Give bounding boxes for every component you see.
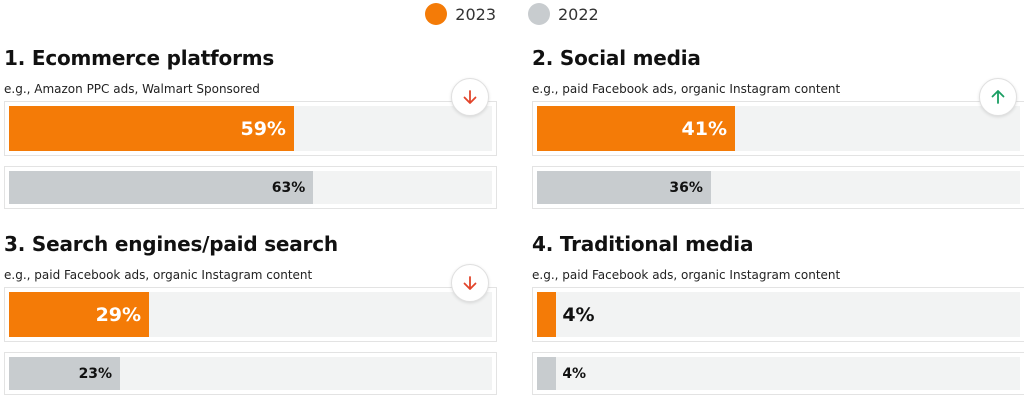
bar-2022 (9, 171, 314, 204)
panel-subtitle: e.g., paid Facebook ads, organic Instagr… (4, 268, 313, 282)
bar-2022 (537, 171, 711, 204)
legend-item-2023: 2023 (425, 3, 496, 25)
bar-track-2023: 41% (532, 101, 1024, 156)
arrow-path (463, 90, 477, 104)
panel-title: 1. Ecommerce platforms (4, 46, 275, 70)
bar-track-2023: 29% (4, 287, 497, 342)
bar-value-2022: 63% (271, 179, 306, 196)
panel-ecommerce-platforms: 1. Ecommerce platforms e.g., Amazon PPC … (4, 46, 499, 230)
panel-subtitle: e.g., paid Facebook ads, organic Instagr… (532, 268, 841, 282)
legend-item-2022: 2022 (528, 3, 599, 25)
panel-subtitle: e.g., Amazon PPC ads, Walmart Sponsored (4, 82, 260, 96)
bar-value-2022: 4% (562, 365, 587, 382)
trend-up-icon (979, 78, 1017, 116)
bar-value-2023: 4% (562, 303, 595, 326)
panel-search-engines: 3. Search engines/paid search e.g., paid… (4, 232, 499, 416)
bar-track-2022: 36% (532, 166, 1024, 209)
legend-swatch-2023 (425, 3, 448, 25)
bar-track-2022: 63% (4, 166, 497, 209)
arrow-path (463, 276, 477, 290)
trend-down-icon (451, 78, 489, 116)
bar-2023 (9, 106, 294, 151)
bar-2023 (9, 292, 150, 337)
legend: 2023 2022 (0, 2, 1024, 26)
bar-track-2023: 4% (532, 287, 1024, 342)
panel-social-media: 2. Social media e.g., paid Facebook ads,… (532, 46, 1024, 230)
arrow-path (991, 90, 1005, 104)
bar-value-2023: 59% (240, 117, 286, 140)
panel-title: 2. Social media (532, 46, 701, 70)
panel-title: 4. Traditional media (532, 232, 754, 256)
bar-2023 (537, 292, 557, 337)
bar-2022 (9, 357, 121, 390)
bar-2022 (537, 357, 557, 390)
bar-track-2022: 23% (4, 352, 497, 395)
legend-label-2022: 2022 (558, 4, 599, 24)
legend-label-2023: 2023 (455, 4, 496, 24)
bar-value-2023: 41% (681, 117, 728, 140)
bar-track-2023: 59% (4, 101, 497, 156)
bar-2023 (537, 106, 736, 151)
panel-title: 3. Search engines/paid search (4, 232, 338, 256)
panel-subtitle: e.g., paid Facebook ads, organic Instagr… (532, 82, 841, 96)
trend-down-icon (451, 264, 489, 302)
panel-traditional-media: 4. Traditional media e.g., paid Facebook… (532, 232, 1024, 416)
legend-swatch-2022 (528, 3, 550, 25)
bar-value-2023: 29% (95, 303, 142, 326)
bar-value-2022: 23% (78, 365, 113, 382)
bar-track-2022: 4% (532, 352, 1024, 395)
bar-value-2022: 36% (669, 179, 703, 196)
